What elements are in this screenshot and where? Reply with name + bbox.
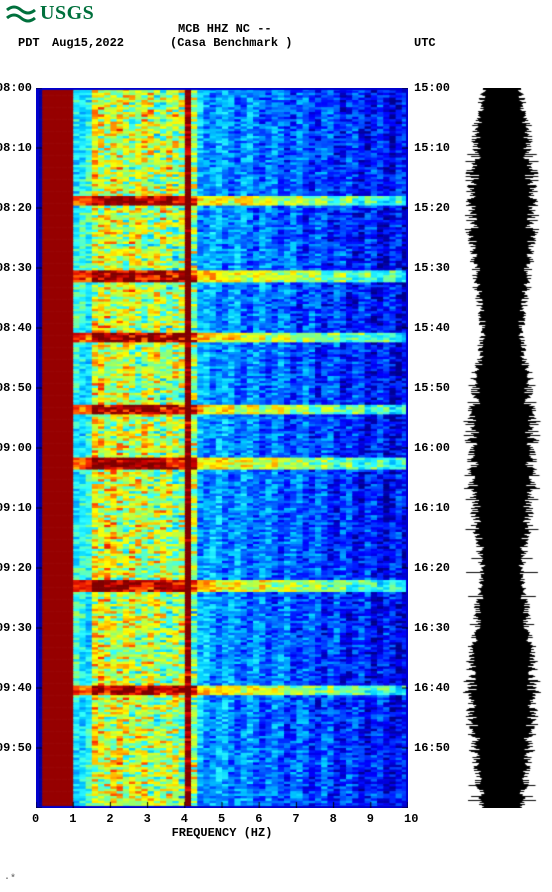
date: Aug15,2022: [52, 36, 124, 50]
xtick: 8: [330, 812, 337, 826]
xtick: 1: [69, 812, 76, 826]
ytick-left: 09:10: [0, 501, 32, 515]
waveform-canvas: [460, 88, 544, 808]
xtick: 2: [106, 812, 113, 826]
usgs-logo: USGS: [6, 2, 94, 25]
xtick: 3: [144, 812, 151, 826]
footer-mark: ·*: [4, 874, 16, 885]
ytick-left: 09:40: [0, 681, 32, 695]
tz-right: UTC: [414, 36, 436, 50]
ytick-right: 16:30: [414, 621, 450, 635]
logo-text: USGS: [40, 2, 94, 25]
ytick-right: 16:20: [414, 561, 450, 575]
spectrogram-canvas: [36, 88, 408, 808]
xtick: 5: [218, 812, 225, 826]
station: MCB HHZ NC --: [178, 22, 272, 36]
xtick: 0: [32, 812, 39, 826]
ytick-left: 09:20: [0, 561, 32, 575]
ytick-right: 15:00: [414, 81, 450, 95]
xtick: 7: [292, 812, 299, 826]
ytick-left: 08:10: [0, 141, 32, 155]
xtick: 4: [181, 812, 188, 826]
ytick-right: 15:30: [414, 261, 450, 275]
ytick-right: 15:40: [414, 321, 450, 335]
xtick: 10: [404, 812, 418, 826]
xtick: 9: [367, 812, 374, 826]
ytick-right: 16:50: [414, 741, 450, 755]
waveform-panel: [460, 88, 544, 808]
ytick-right: 16:10: [414, 501, 450, 515]
ytick-right: 15:10: [414, 141, 450, 155]
ytick-left: 09:30: [0, 621, 32, 635]
ytick-right: 15:20: [414, 201, 450, 215]
ytick-left: 08:00: [0, 81, 32, 95]
wave-icon: [6, 3, 36, 25]
ytick-left: 08:40: [0, 321, 32, 335]
xtick: 6: [255, 812, 262, 826]
ytick-right: 16:00: [414, 441, 450, 455]
site: (Casa Benchmark ): [170, 36, 292, 50]
ytick-left: 09:00: [0, 441, 32, 455]
ytick-left: 08:20: [0, 201, 32, 215]
ytick-left: 08:30: [0, 261, 32, 275]
x-axis-label: FREQUENCY (HZ): [36, 826, 408, 840]
ytick-right: 16:40: [414, 681, 450, 695]
tz-left: PDT: [18, 36, 40, 50]
ytick-right: 15:50: [414, 381, 450, 395]
ytick-left: 09:50: [0, 741, 32, 755]
ytick-left: 08:50: [0, 381, 32, 395]
spectrogram-plot: [36, 88, 408, 808]
